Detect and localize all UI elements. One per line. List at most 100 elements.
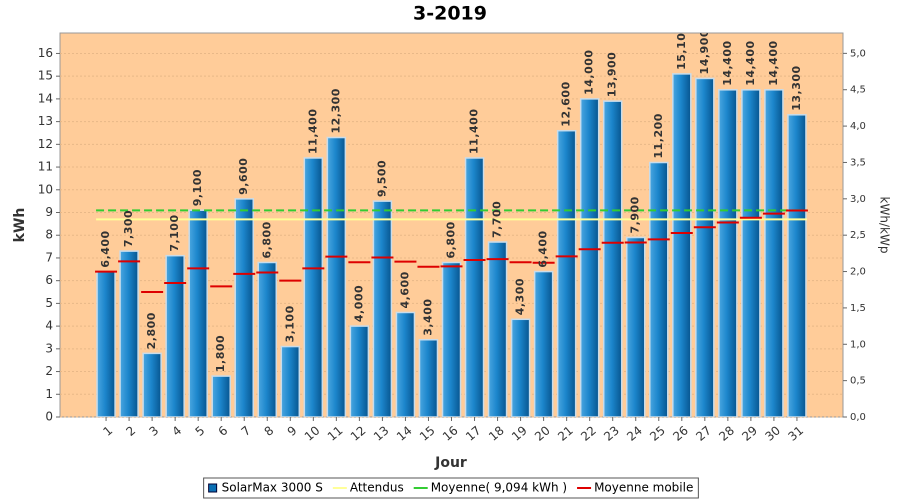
x-axis-title: Jour — [434, 455, 467, 471]
x-tick-label: 2 — [123, 423, 138, 439]
bar — [695, 77, 715, 417]
x-tick-label: 7 — [239, 423, 254, 439]
y-tick-label: 11 — [38, 160, 53, 174]
bar — [395, 311, 416, 417]
value-label: 14,400 — [744, 40, 757, 85]
x-tick-label: 25 — [647, 423, 668, 444]
bar — [556, 129, 577, 417]
bar — [234, 198, 254, 417]
value-label: 14,400 — [721, 40, 734, 85]
bar — [625, 236, 646, 417]
value-label: 13,300 — [790, 65, 803, 110]
y2-tick-label: 1,0 — [850, 339, 866, 350]
value-label: 6,400 — [99, 230, 112, 267]
x-tick-label: 30 — [762, 423, 783, 444]
bar — [349, 325, 370, 417]
value-label: 6,800 — [260, 221, 273, 258]
x-tick-label: 23 — [601, 423, 622, 444]
x-tick-label: 4 — [169, 423, 184, 439]
bar — [787, 114, 807, 417]
bar — [142, 352, 162, 417]
legend-label: Moyenne mobile — [594, 481, 693, 495]
y-tick-label: 7 — [45, 250, 53, 264]
bars — [96, 73, 807, 417]
x-tick-label: 18 — [486, 423, 507, 444]
x-tick-label: 20 — [532, 423, 553, 444]
x-tick-label: 5 — [193, 423, 208, 439]
x-tick-label: 17 — [463, 423, 484, 444]
legend-swatch — [208, 483, 218, 493]
value-label: 4,300 — [514, 278, 527, 315]
x-tick-label: 19 — [509, 423, 530, 444]
bar — [280, 345, 301, 417]
value-label: 7,300 — [122, 210, 135, 247]
bar — [372, 200, 393, 417]
bar — [303, 157, 324, 417]
x-tick-label: 29 — [739, 423, 760, 444]
x-tick-label: 21 — [555, 423, 576, 444]
x-tick-label: 13 — [371, 423, 392, 444]
x-tick-label: 12 — [348, 423, 369, 444]
y2-tick-label: 4,5 — [850, 85, 866, 96]
value-label: 6,800 — [445, 221, 458, 258]
bar — [510, 318, 531, 417]
bar — [602, 100, 623, 417]
value-label: 12,600 — [560, 81, 573, 126]
value-label: 1,800 — [214, 335, 227, 372]
legend-label: Moyenne( 9,094 kWh ) — [431, 481, 567, 495]
y2-tick-label: 3,5 — [850, 157, 866, 168]
x-tick-label: 28 — [716, 423, 737, 444]
value-label: 2,800 — [145, 312, 158, 349]
x-tick-label: 6 — [216, 423, 231, 439]
bar — [188, 209, 208, 417]
y-tick-label: 15 — [38, 69, 53, 83]
bar — [211, 375, 231, 417]
x-tick-label: 27 — [693, 423, 714, 444]
y-tick-label: 9 — [45, 205, 53, 219]
y-tick-label: 5 — [45, 296, 53, 310]
x-tick-label: 24 — [624, 423, 645, 444]
y-tick-label: 0 — [45, 410, 53, 424]
y2-axis-title: kWh/kWp — [878, 197, 892, 254]
legend-box — [203, 477, 699, 499]
chart-title: 3-2019 — [413, 3, 487, 25]
value-label: 11,400 — [306, 109, 319, 154]
bar — [579, 98, 600, 417]
x-tick-label: 22 — [578, 423, 599, 444]
x-tick-label: 16 — [440, 423, 461, 444]
value-label: 12,300 — [329, 88, 342, 133]
value-label: 7,900 — [629, 196, 642, 233]
value-label: 9,600 — [237, 158, 250, 195]
x-tick-label: 9 — [285, 423, 300, 439]
y-tick-label: 16 — [38, 46, 53, 60]
y-tick-label: 3 — [45, 341, 53, 355]
y-tick-label: 12 — [38, 137, 53, 151]
y2-tick-label: 4,0 — [850, 121, 866, 132]
bar — [165, 254, 185, 417]
bar — [96, 270, 116, 417]
x-tick-label: 8 — [262, 423, 277, 439]
x-tick-label: 10 — [302, 423, 323, 444]
y-tick-label: 6 — [45, 273, 53, 287]
legend-label: Attendus — [350, 481, 404, 495]
bar — [464, 157, 485, 417]
bar — [119, 250, 139, 417]
value-label: 3,400 — [421, 298, 434, 335]
y2-tick-label: 3,0 — [850, 194, 866, 205]
bar — [326, 136, 347, 417]
bar — [487, 241, 508, 417]
bar — [418, 338, 439, 417]
value-label: 9,500 — [375, 160, 388, 197]
y2-tick-label: 1,5 — [850, 303, 866, 314]
value-label: 7,700 — [491, 201, 504, 238]
value-label: 4,600 — [398, 271, 411, 308]
y2-tick-label: 2,5 — [850, 230, 866, 241]
value-label: 3,100 — [283, 305, 296, 342]
legend: SolarMax 3000 S Attendus Moyenne( 9,094 kW… — [203, 477, 699, 499]
y2-tick-label: 5,0 — [850, 48, 866, 59]
value-label: 9,100 — [191, 169, 204, 206]
value-label: 15,100 — [675, 24, 688, 69]
bar — [741, 89, 761, 417]
x-tick-label: 11 — [325, 423, 346, 444]
